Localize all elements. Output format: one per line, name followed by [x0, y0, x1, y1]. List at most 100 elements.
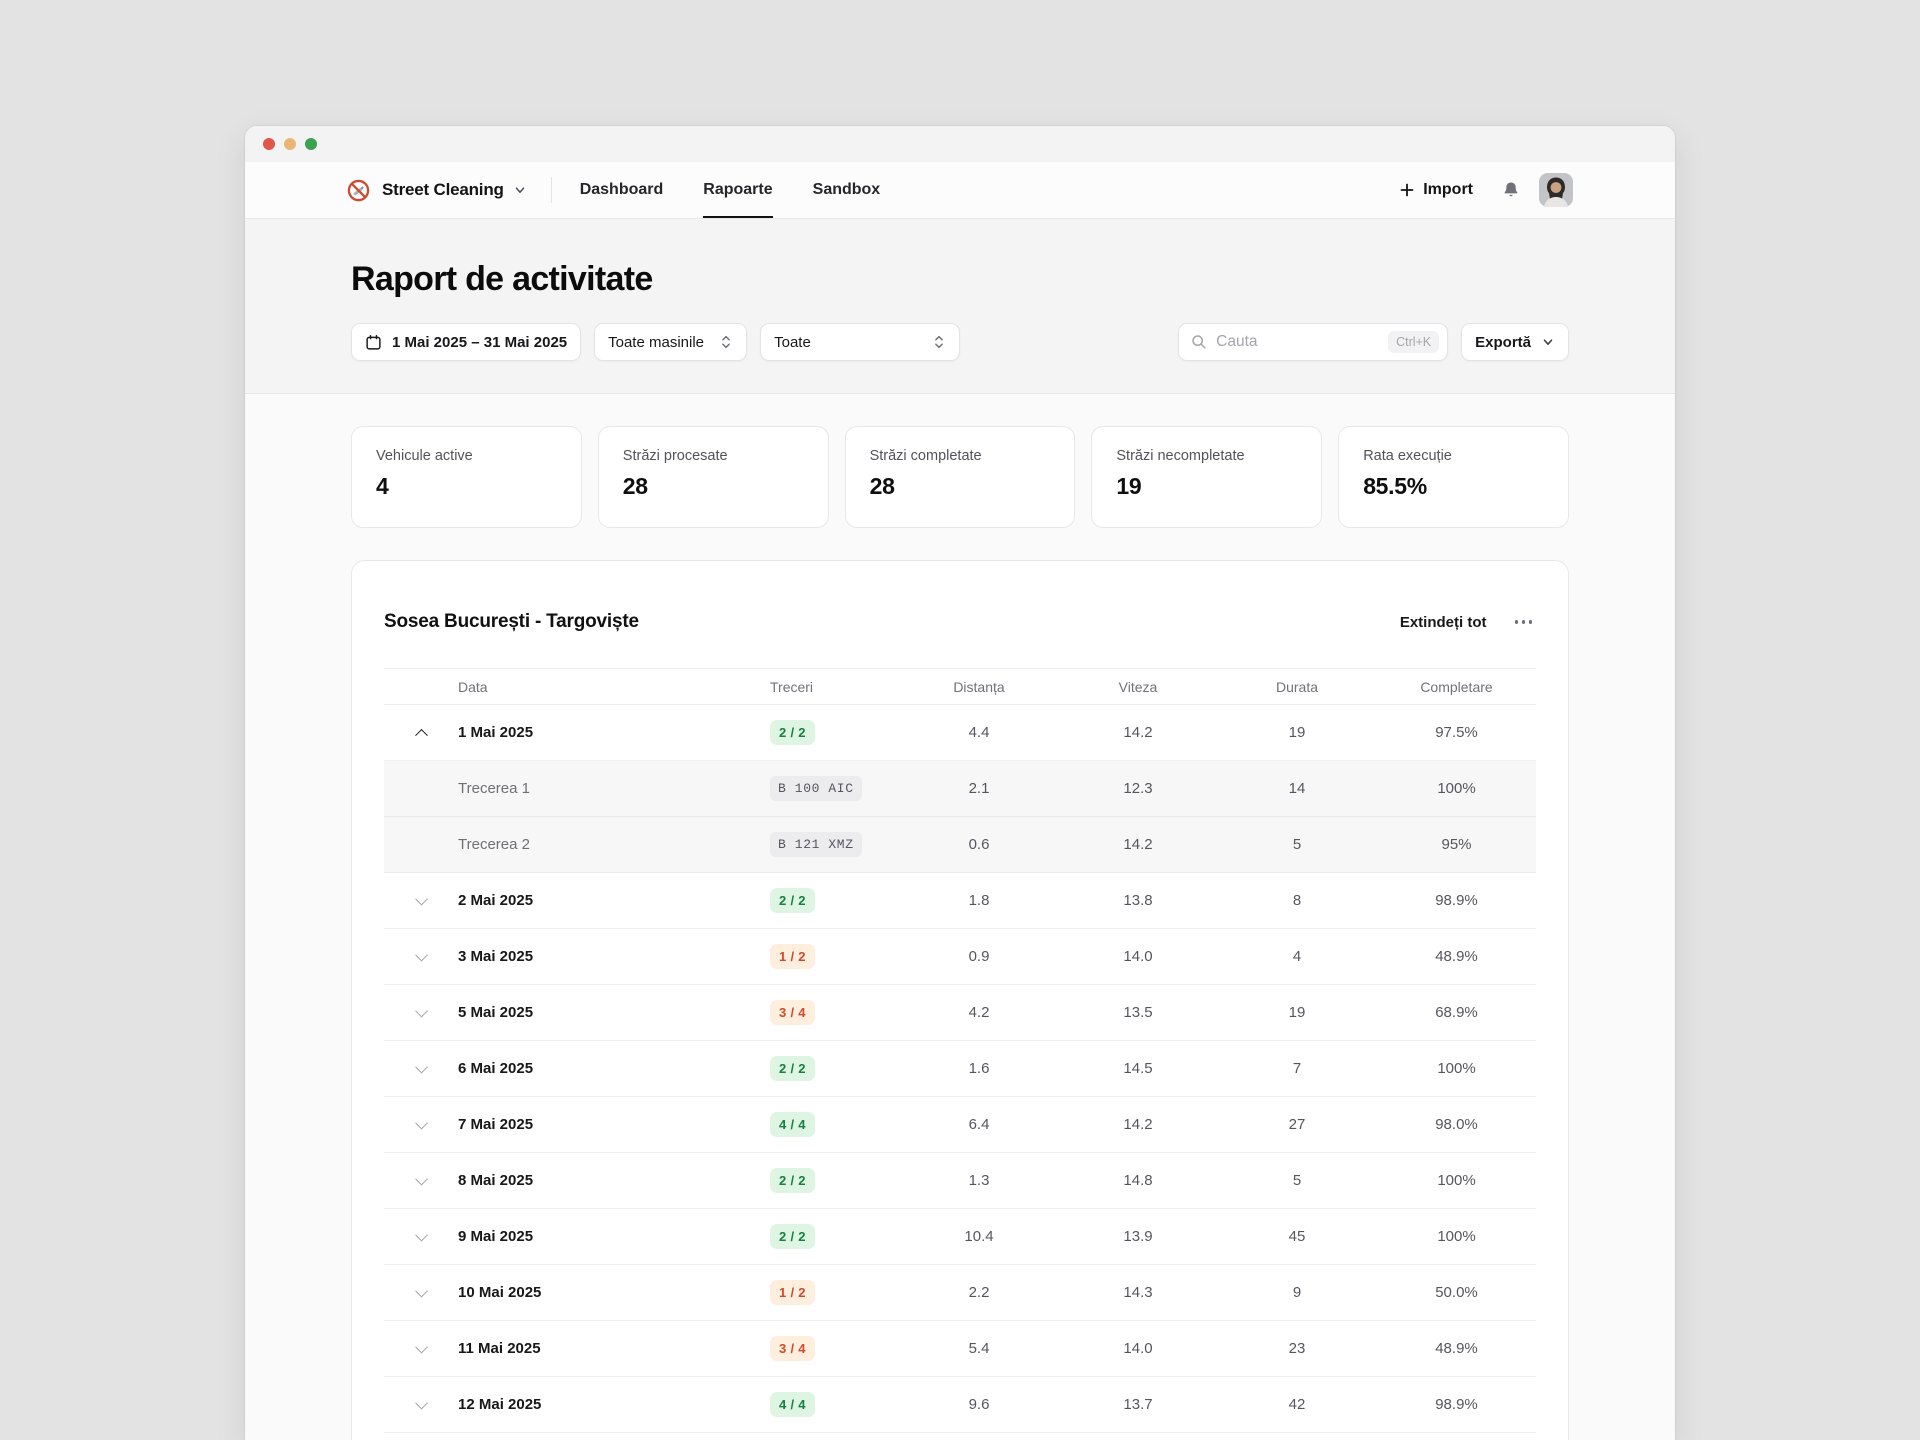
table-row[interactable]: 12 Mai 2025 4 / 4 9.6 13.7 42 98.9% [384, 1377, 1536, 1433]
table-row[interactable]: 7 Mai 2025 4 / 4 6.4 14.2 27 98.0% [384, 1097, 1536, 1153]
table-row[interactable]: 1 Mai 2025 2 / 2 4.4 14.2 19 97.5% [384, 705, 1536, 761]
machine-filter-select[interactable]: Toate masinile [594, 323, 748, 361]
page-title: Raport de activitate [351, 260, 653, 298]
row-date: 6 Mai 2025 [458, 1060, 534, 1077]
row-duration: 42 [1288, 1396, 1306, 1413]
import-button[interactable]: Import [1399, 181, 1473, 199]
table-row[interactable]: 9 Mai 2025 2 / 2 10.4 13.9 45 100% [384, 1209, 1536, 1265]
expand-all-button[interactable]: Extindeți tot [1399, 613, 1487, 631]
passes-badge: 2 / 2 [770, 1224, 815, 1249]
column-header-viteza: Viteza [1118, 678, 1158, 695]
stat-value: 19 [1116, 473, 1142, 499]
table-row[interactable]: 5 Mai 2025 3 / 4 4.2 13.5 19 68.9% [384, 985, 1536, 1041]
row-distance: 6.4 [968, 1116, 990, 1133]
close-window-button[interactable] [263, 138, 275, 150]
tab-dashboard[interactable]: Dashboard [579, 181, 664, 198]
calendar-icon [366, 334, 381, 350]
row-speed: 14.3 [1123, 1284, 1153, 1301]
chevron-expand-icon[interactable] [414, 1116, 428, 1130]
table-row[interactable]: 8 Mai 2025 2 / 2 1.3 14.8 5 100% [384, 1153, 1536, 1209]
stat-card: Rata execuție 85.5% [1338, 426, 1569, 528]
subrow-speed: 14.2 [1123, 836, 1153, 853]
chevron-expand-icon[interactable] [414, 1004, 428, 1018]
tab-rapoarte[interactable]: Rapoarte [703, 162, 774, 218]
chevron-down-icon [515, 187, 524, 193]
stat-card: Străzi completate 28 [844, 426, 1076, 528]
nav-divider [550, 177, 552, 203]
row-duration: 19 [1288, 1004, 1306, 1021]
column-header-distanta: Distanța [953, 678, 1005, 695]
plus-icon [1400, 183, 1414, 197]
tab-sandbox[interactable]: Sandbox [812, 181, 881, 198]
passes-badge: 3 / 4 [770, 1000, 815, 1025]
stats-row: Vehicule active 4 Străzi procesate 28 St… [351, 426, 1569, 528]
subrow-name: Trecerea 2 [458, 836, 530, 853]
app-switcher[interactable]: Street Cleaning [347, 179, 527, 202]
filter-controls: 1 Mai 2025 – 31 Mai 2025 Toate masinile … [351, 323, 1569, 361]
stat-label: Străzi procesate [622, 448, 728, 464]
stat-label: Vehicule active [376, 448, 473, 464]
content: Vehicule active 4 Străzi procesate 28 St… [245, 394, 1675, 1440]
row-date: 8 Mai 2025 [458, 1172, 534, 1189]
chevron-expand-icon[interactable] [414, 948, 428, 962]
table-subrow[interactable]: Trecerea 1 B 100 AIC 2.1 12.3 14 100% [384, 761, 1536, 817]
chevron-expand-icon[interactable] [414, 1396, 428, 1410]
passes-badge: 4 / 4 [770, 1392, 815, 1417]
stat-value: 85.5% [1363, 473, 1427, 499]
table-row[interactable]: 6 Mai 2025 2 / 2 1.6 14.5 7 100% [384, 1041, 1536, 1097]
chevron-expand-icon[interactable] [414, 1060, 428, 1074]
report-title: Sosea București - Targoviște [384, 611, 639, 632]
row-distance: 1.6 [968, 1060, 990, 1077]
row-speed: 14.2 [1123, 1116, 1153, 1133]
subrow-distance: 0.6 [968, 836, 990, 853]
row-speed: 14.0 [1123, 1340, 1153, 1357]
ellipsis-menu-button[interactable] [1511, 616, 1537, 628]
row-completion: 48.9% [1435, 1340, 1478, 1357]
stat-card: Vehicule active 4 [351, 426, 582, 528]
row-distance: 4.2 [968, 1004, 990, 1021]
row-speed: 14.8 [1123, 1172, 1153, 1189]
row-date: 2 Mai 2025 [458, 892, 534, 909]
nav-right: Import [1399, 173, 1573, 207]
row-completion: 97.5% [1435, 724, 1478, 741]
table-row[interactable]: 11 Mai 2025 3 / 4 5.4 14.0 23 48.9% [384, 1321, 1536, 1377]
maximize-window-button[interactable] [305, 138, 317, 150]
row-speed: 13.8 [1123, 892, 1153, 909]
stat-card: Străzi procesate 28 [597, 426, 829, 528]
row-speed: 13.9 [1123, 1228, 1153, 1245]
report-actions: Extindeți tot [1400, 614, 1536, 631]
export-button[interactable]: Exportă [1461, 323, 1569, 361]
chevron-expand-icon[interactable] [414, 1172, 428, 1186]
report-header: Sosea București - Targoviște Extindeți t… [384, 609, 1536, 635]
chevron-expand-icon[interactable] [414, 1340, 428, 1354]
navbar: Street Cleaning Dashboard Rapoarte Sandb… [245, 162, 1675, 219]
row-duration: 45 [1288, 1228, 1306, 1245]
chevron-expand-icon[interactable] [414, 1284, 428, 1298]
table-row[interactable]: 10 Mai 2025 1 / 2 2.2 14.3 9 50.0% [384, 1265, 1536, 1321]
row-completion: 98.9% [1435, 892, 1478, 909]
row-duration: 8 [1292, 892, 1302, 909]
row-duration: 19 [1288, 724, 1306, 741]
table-subrow[interactable]: Trecerea 2 B 121 XMZ 0.6 14.2 5 95% [384, 817, 1536, 873]
avatar[interactable] [1539, 173, 1573, 207]
row-date: 7 Mai 2025 [458, 1116, 534, 1133]
subrow-duration: 14 [1288, 780, 1306, 797]
row-completion: 100% [1437, 1060, 1476, 1077]
table-row[interactable]: 2 Mai 2025 2 / 2 1.8 13.8 8 98.9% [384, 873, 1536, 929]
date-range-picker[interactable]: 1 Mai 2025 – 31 Mai 2025 [351, 323, 582, 361]
notifications-button[interactable] [1501, 180, 1521, 200]
chevron-expand-icon[interactable] [414, 728, 428, 742]
row-completion: 48.9% [1435, 948, 1478, 965]
row-distance: 0.9 [968, 948, 990, 965]
search-input[interactable] [1216, 333, 1380, 351]
minimize-window-button[interactable] [284, 138, 296, 150]
chevron-expand-icon[interactable] [414, 1228, 428, 1242]
row-distance: 4.4 [968, 724, 990, 741]
row-speed: 14.2 [1123, 724, 1153, 741]
row-speed: 14.0 [1123, 948, 1153, 965]
chevron-expand-icon[interactable] [414, 892, 428, 906]
street-filter-select[interactable]: Toate [760, 323, 961, 361]
table-row[interactable]: 3 Mai 2025 1 / 2 0.9 14.0 4 48.9% [384, 929, 1536, 985]
row-date: 11 Mai 2025 [458, 1340, 541, 1357]
passes-badge: 2 / 2 [770, 1056, 815, 1081]
